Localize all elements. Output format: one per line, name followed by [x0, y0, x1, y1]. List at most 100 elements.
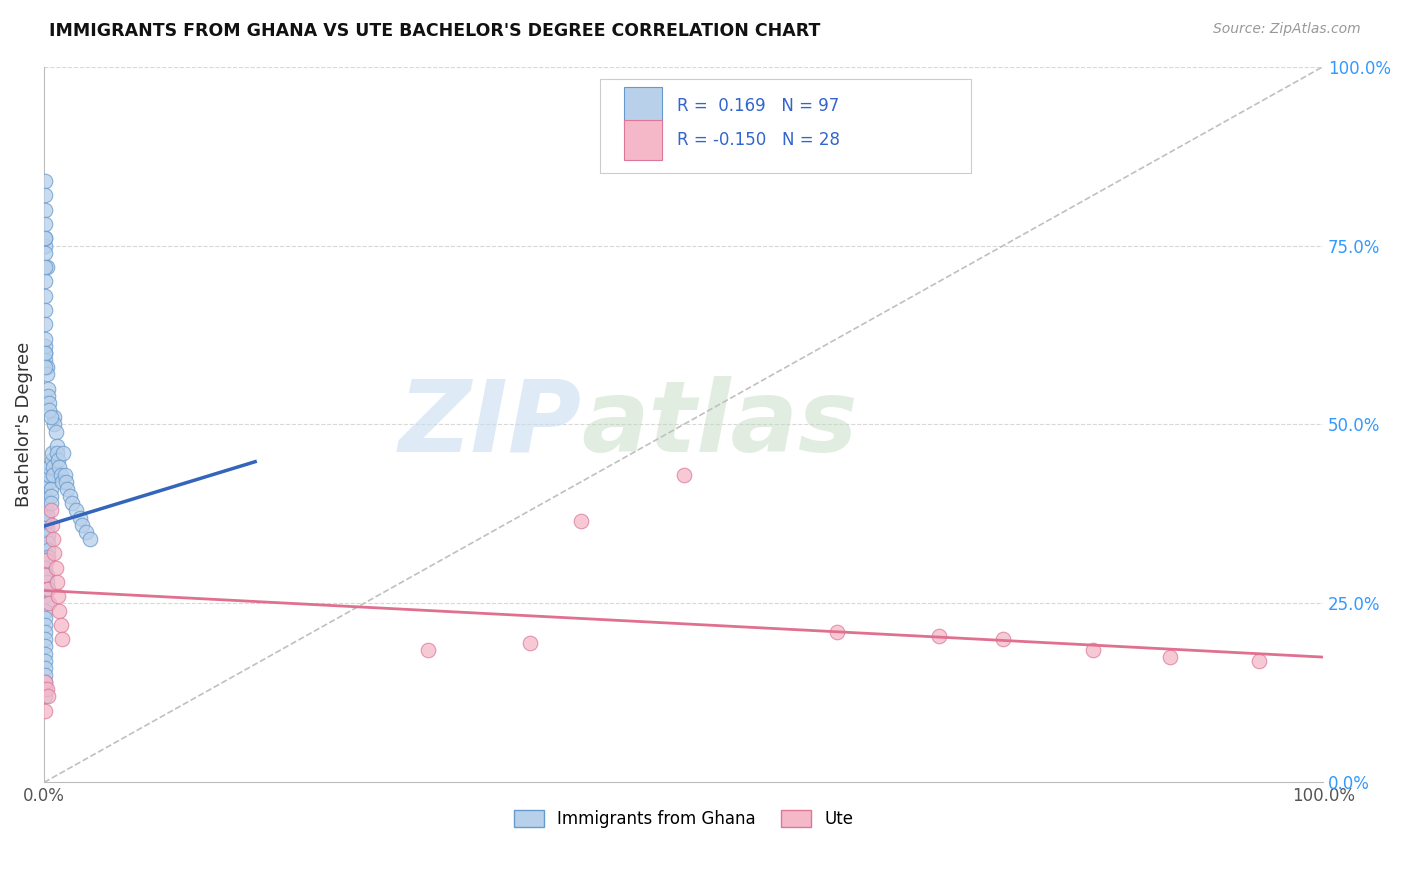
Point	[34, 231, 56, 245]
Point	[45, 425, 67, 439]
Point	[45, 574, 67, 589]
Point	[34, 704, 56, 718]
Point	[39, 496, 62, 510]
Bar	[623, 120, 662, 160]
Point	[37, 389, 59, 403]
Point	[38, 396, 60, 410]
Point	[34, 625, 56, 640]
Point	[34, 517, 56, 532]
Point	[34, 560, 56, 574]
Bar	[600, 79, 972, 172]
Point	[38, 596, 60, 610]
Point	[34, 632, 56, 647]
Point	[38, 475, 60, 489]
Point	[519, 636, 541, 650]
Point	[34, 318, 56, 332]
Point	[37, 549, 59, 564]
Point	[51, 632, 73, 647]
Point	[34, 217, 56, 231]
Point	[41, 446, 63, 460]
Point	[35, 368, 58, 382]
Point	[35, 682, 58, 697]
Point	[34, 611, 56, 625]
Point	[37, 542, 59, 557]
Text: IMMIGRANTS FROM GHANA VS UTE BACHELOR'S DEGREE CORRELATION CHART: IMMIGRANTS FROM GHANA VS UTE BACHELOR'S …	[49, 22, 821, 40]
Point	[37, 535, 59, 549]
Point	[79, 532, 101, 546]
Point	[35, 567, 58, 582]
Point	[39, 410, 62, 425]
Y-axis label: Bachelor's Degree: Bachelor's Degree	[15, 342, 32, 507]
Point	[38, 460, 60, 475]
Point	[35, 553, 58, 567]
Text: R = -0.150   N = 28: R = -0.150 N = 28	[678, 131, 841, 149]
Point	[37, 582, 59, 596]
Point	[34, 346, 56, 360]
Point	[44, 410, 66, 425]
Point	[38, 467, 60, 482]
Point	[34, 654, 56, 668]
Point	[34, 360, 56, 375]
Point	[34, 188, 56, 202]
Point	[34, 675, 56, 690]
Point	[34, 675, 56, 690]
Point	[41, 517, 63, 532]
Point	[34, 503, 56, 517]
Point	[34, 288, 56, 302]
Point	[37, 690, 59, 704]
Point	[34, 492, 56, 507]
Point	[1249, 654, 1271, 668]
Point	[38, 403, 60, 417]
Point	[1159, 650, 1181, 665]
Point	[44, 546, 66, 560]
Point	[75, 524, 97, 539]
Point	[39, 482, 62, 496]
Point	[34, 524, 56, 539]
Text: atlas: atlas	[581, 376, 858, 473]
Point	[49, 618, 72, 632]
Point	[34, 274, 56, 288]
Point	[34, 589, 56, 603]
Point	[35, 596, 58, 610]
Point	[59, 489, 82, 503]
Point	[928, 629, 950, 643]
Point	[52, 446, 75, 460]
Point	[34, 174, 56, 188]
Point	[34, 682, 56, 697]
Point	[37, 582, 59, 596]
Point	[34, 231, 56, 245]
Point	[34, 489, 56, 503]
Point	[35, 532, 58, 546]
Point	[34, 478, 56, 492]
Point	[34, 302, 56, 317]
Point	[34, 647, 56, 661]
Point	[60, 496, 83, 510]
Point	[35, 514, 58, 528]
Point	[35, 521, 58, 535]
Point	[51, 475, 73, 489]
Point	[34, 245, 56, 260]
Point	[69, 510, 91, 524]
Point	[35, 507, 58, 521]
Point	[416, 643, 439, 657]
Point	[35, 496, 58, 510]
Point	[46, 589, 69, 603]
Point	[44, 417, 66, 432]
Point	[34, 618, 56, 632]
Point	[55, 475, 77, 489]
Point	[45, 439, 67, 453]
Point	[37, 528, 59, 542]
Point	[34, 567, 56, 582]
Point	[45, 560, 67, 574]
Point	[34, 553, 56, 567]
Legend: Immigrants from Ghana, Ute: Immigrants from Ghana, Ute	[508, 804, 860, 835]
Point	[45, 446, 67, 460]
Point	[34, 690, 56, 704]
Point	[37, 382, 59, 396]
Point	[34, 510, 56, 524]
Point	[39, 489, 62, 503]
Point	[53, 467, 76, 482]
Point	[49, 467, 72, 482]
Point	[65, 503, 87, 517]
Bar	[623, 87, 662, 126]
